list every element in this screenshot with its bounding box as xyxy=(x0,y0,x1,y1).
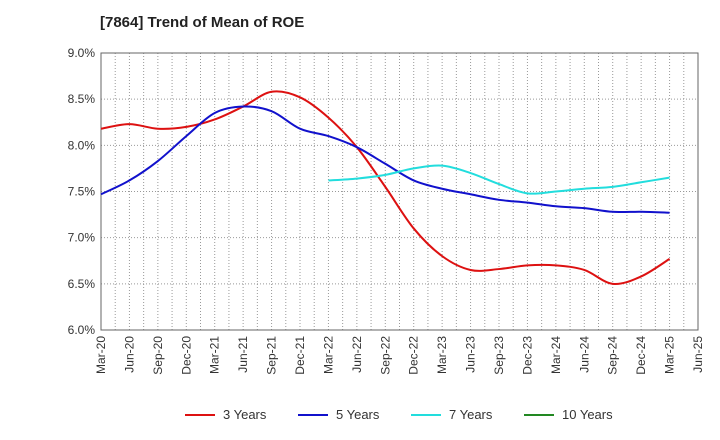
legend-label-5-years: 5 Years xyxy=(336,407,380,422)
series-line-3-years xyxy=(100,90,671,285)
x-tick-label: Sep-22 xyxy=(378,336,392,375)
x-tick-label: Sep-21 xyxy=(265,336,279,375)
x-tick-label: Mar-25 xyxy=(663,336,677,374)
legend-label-10-years: 10 Years xyxy=(562,407,613,422)
x-tick-label: Mar-20 xyxy=(94,336,108,374)
x-tick-label: Mar-22 xyxy=(321,336,335,374)
x-tick-label: Jun-25 xyxy=(691,336,705,373)
x-tick-label: Dec-22 xyxy=(407,336,421,375)
legend-label-3-years: 3 Years xyxy=(223,407,267,422)
x-tick-label: Sep-24 xyxy=(606,336,620,375)
x-tick-label: Jun-22 xyxy=(350,336,364,373)
x-tick-label: Dec-21 xyxy=(293,336,307,375)
y-tick-label: 7.0% xyxy=(68,231,96,245)
x-tick-label: Sep-20 xyxy=(151,336,165,375)
y-tick-label: 7.5% xyxy=(68,185,96,199)
x-tick-label: Jun-20 xyxy=(122,336,136,373)
series-line-5-years xyxy=(100,105,670,214)
y-tick-label: 6.5% xyxy=(68,277,96,291)
x-tick-label: Mar-24 xyxy=(549,336,563,374)
chart-title: [7864] Trend of Mean of ROE xyxy=(100,14,305,31)
x-tick-label: Sep-23 xyxy=(492,336,506,375)
x-tick-label: Mar-21 xyxy=(208,336,222,374)
y-tick-label: 9.0% xyxy=(68,46,96,60)
plot-frame xyxy=(100,52,699,331)
x-tick-label: Dec-23 xyxy=(520,336,534,375)
y-tick-label: 8.0% xyxy=(68,138,96,152)
x-tick-label: Dec-20 xyxy=(179,336,193,375)
series-line-7-years xyxy=(328,164,670,195)
x-tick-label: Jun-21 xyxy=(236,336,250,373)
x-tick-label: Jun-23 xyxy=(464,336,478,373)
x-tick-label: Mar-23 xyxy=(435,336,449,374)
y-tick-label: 8.5% xyxy=(68,92,96,106)
x-tick-label: Jun-24 xyxy=(577,336,591,373)
legend-label-7-years: 7 Years xyxy=(449,407,493,422)
x-tick-label: Dec-24 xyxy=(634,336,648,375)
y-tick-label: 6.0% xyxy=(68,323,96,337)
